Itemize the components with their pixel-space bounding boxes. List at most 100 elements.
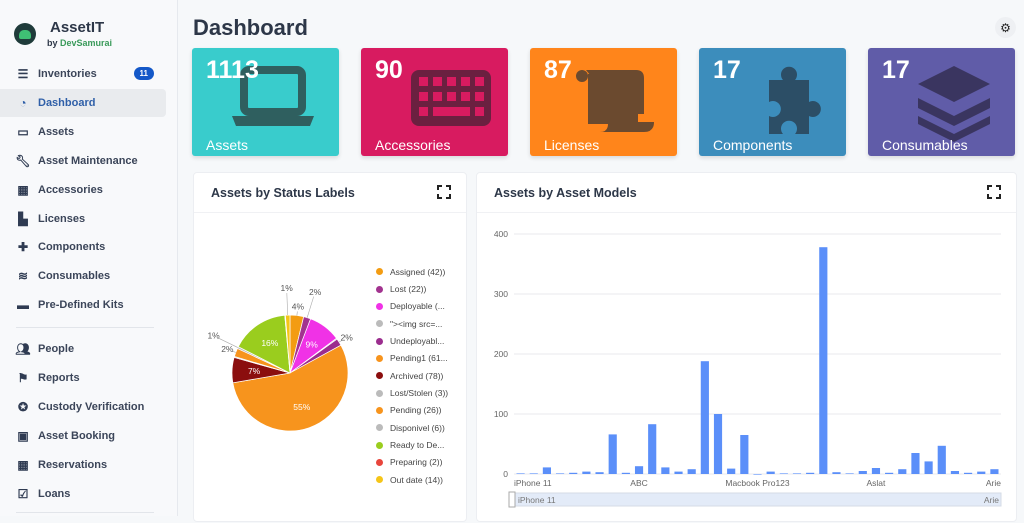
- legend-item[interactable]: Disponivel (6)): [376, 419, 448, 436]
- legend-swatch: [376, 390, 383, 397]
- y-tick-label: 100: [494, 409, 508, 419]
- legend-item[interactable]: Lost (22)): [376, 280, 448, 297]
- sidebar-item-reports[interactable]: ⚑Reports: [0, 364, 166, 392]
- y-tick-label: 400: [494, 229, 508, 239]
- sidebar-item-consumables[interactable]: ≋ Consumables: [0, 262, 166, 290]
- pie-leader-line: [307, 297, 314, 318]
- layers-icon: ≋: [15, 269, 31, 283]
- ticket-icon: ▣: [15, 429, 31, 443]
- sidebar-item-components[interactable]: ✚Components: [0, 233, 166, 261]
- legend-label: Ready to De...: [390, 440, 444, 450]
- bar: [990, 469, 998, 474]
- sidebar-item-people[interactable]: 👥︎People: [0, 335, 166, 363]
- sidebar-item-label: Consumables: [38, 270, 110, 282]
- legend-swatch: [376, 372, 383, 379]
- legend-item[interactable]: Undeployabl...: [376, 332, 448, 349]
- legend-label: Lost/Stolen (3)): [390, 388, 448, 398]
- bar: [793, 473, 801, 474]
- pie-percent-label: 1%: [207, 331, 220, 341]
- y-tick-label: 300: [494, 289, 508, 299]
- bar: [517, 473, 525, 474]
- legend-label: Pending1 (61...: [390, 353, 448, 363]
- zoom-slider-handle[interactable]: [509, 492, 515, 507]
- legend-item[interactable]: Assigned (42)): [376, 263, 448, 280]
- legend-item[interactable]: Pending1 (61...: [376, 350, 448, 367]
- sidebar-item-dashboard[interactable]: ◔Dashboard: [0, 89, 166, 117]
- page-title: Dashboard: [193, 15, 308, 41]
- bar: [832, 472, 840, 474]
- sidebar-item-label: Asset Booking: [38, 430, 115, 442]
- legend-label: Archived (78)): [390, 371, 443, 381]
- legend-item[interactable]: Ready to De...: [376, 436, 448, 453]
- x-tick-label: iPhone 11: [514, 478, 552, 488]
- legend-label: Lost (22)): [390, 284, 426, 294]
- legend-swatch: [376, 338, 383, 345]
- sidebar-item-asset-booking[interactable]: ▣ Asset Booking: [0, 422, 166, 450]
- sidebar-item-asset-maintenance[interactable]: 🔧︎Asset Maintenance: [0, 147, 166, 175]
- legend-item[interactable]: Deployable (...: [376, 298, 448, 315]
- legend-swatch: [376, 268, 383, 275]
- legend-item[interactable]: Lost/Stolen (3)): [376, 384, 448, 401]
- legend-swatch: [376, 407, 383, 414]
- bar: [635, 466, 643, 474]
- bar: [780, 473, 788, 474]
- legend-item[interactable]: "><img src=...: [376, 315, 448, 332]
- bar: [925, 461, 933, 474]
- bar: [859, 471, 867, 474]
- pie-percent-label: 1%: [280, 283, 293, 293]
- sidebar-item-accessories[interactable]: ▦Accessories: [0, 176, 166, 204]
- bar: [569, 473, 577, 474]
- pie-percent-label: 2%: [221, 344, 234, 354]
- settings-gear-icon[interactable]: ⚙: [995, 17, 1016, 38]
- pie-percent-label: 16%: [261, 338, 278, 348]
- bar: [609, 434, 617, 474]
- gauge-icon: ◔: [15, 96, 31, 110]
- sidebar-item-reservations[interactable]: ▦Reservations: [0, 451, 166, 479]
- sidebar-item-pre-defined-kits[interactable]: ▬Pre-Defined Kits: [0, 291, 166, 319]
- sidebar-item-loans[interactable]: ☑Loans: [0, 480, 166, 508]
- toolbox-icon: ▬: [15, 298, 31, 312]
- bar: [595, 472, 603, 474]
- sidebar-item-label: Loans: [38, 488, 70, 500]
- divider: [16, 512, 154, 513]
- legend-swatch: [376, 476, 383, 483]
- legend-item[interactable]: Pending (26)): [376, 402, 448, 419]
- bar: [938, 446, 946, 474]
- pie-percent-label: 4%: [292, 301, 305, 311]
- bar: [622, 473, 630, 474]
- stat-label: Consumables: [882, 137, 968, 153]
- bar: [701, 361, 709, 474]
- pie-percent-label: 55%: [293, 402, 310, 412]
- expand-icon[interactable]: [987, 185, 1001, 199]
- puzzle-icon: ✚: [15, 240, 31, 254]
- sidebar-item-licenses[interactable]: ▙Licenses: [0, 205, 166, 233]
- badge-check-icon: ✪: [15, 400, 31, 414]
- expand-icon[interactable]: [437, 185, 451, 199]
- legend-swatch: [376, 424, 383, 431]
- bar: [872, 468, 880, 474]
- sidebar-item-custody-verification[interactable]: ✪Custody Verification: [0, 393, 166, 421]
- sidebar-item-label: Assets: [38, 126, 74, 138]
- legend-item[interactable]: Out date (14)): [376, 471, 448, 488]
- legend-swatch: [376, 355, 383, 362]
- legend-item[interactable]: Archived (78)): [376, 367, 448, 384]
- legend-item[interactable]: Preparing (2)): [376, 454, 448, 471]
- legend-swatch: [376, 459, 383, 466]
- sidebar-item-assets[interactable]: ▭Assets: [0, 118, 166, 146]
- bar: [714, 414, 722, 474]
- legend-label: Out date (14)): [390, 475, 443, 485]
- bar: [530, 473, 538, 474]
- zoom-slider[interactable]: [511, 493, 1001, 506]
- sidebar-item-label: Accessories: [38, 184, 103, 196]
- bar: [885, 473, 893, 474]
- legend-swatch: [376, 303, 383, 310]
- sidebar-item-label: Reports: [38, 372, 80, 384]
- x-tick-label: Macbook Pro123: [725, 478, 790, 488]
